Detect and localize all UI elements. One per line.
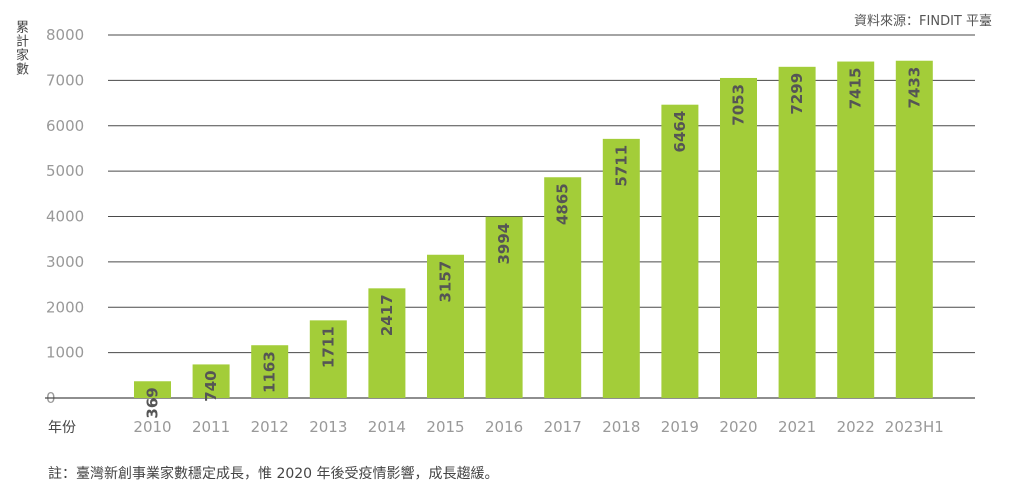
bar: [895, 60, 933, 398]
bar-value-label: 4865: [554, 183, 572, 225]
bar-value-label: 7053: [730, 84, 748, 126]
bar-value-label: 5711: [612, 145, 630, 187]
x-tick-label: 2016: [485, 418, 523, 436]
y-tick-label: 1000: [46, 344, 84, 362]
y-tick-label: 4000: [46, 208, 84, 226]
y-tick-label: 5000: [46, 162, 84, 180]
bar: [251, 345, 289, 398]
bar: [368, 288, 406, 398]
x-tick-label: 2010: [133, 418, 171, 436]
y-tick-label: 2000: [46, 298, 84, 316]
bar-value-label: 7433: [905, 67, 923, 109]
bar-value-label: 740: [202, 370, 220, 401]
bar: [720, 77, 757, 398]
x-tick-label: 2011: [192, 418, 230, 436]
x-tick-label: 2018: [602, 418, 640, 436]
bar: [427, 254, 464, 398]
bar: [544, 177, 582, 398]
bar: [485, 216, 523, 398]
bar-value-label: 1163: [261, 351, 279, 393]
bar-value-label: 2417: [378, 294, 396, 336]
bar: [837, 61, 875, 399]
x-tick-label: 2012: [251, 418, 289, 436]
x-axis-label: 年份: [48, 420, 76, 436]
bar-value-label: 7415: [847, 68, 865, 110]
bar-value-label: 3994: [495, 223, 513, 265]
x-tick-label: 2022: [837, 418, 875, 436]
y-tick-label: 6000: [46, 117, 84, 135]
x-tick-label: 2023H1: [885, 418, 944, 436]
x-tick-label: 2017: [544, 418, 582, 436]
bar: [134, 381, 171, 398]
bar-value-label: 7299: [788, 73, 806, 115]
bar-value-label: 369: [144, 387, 162, 418]
bar: [309, 320, 347, 398]
x-tick-label: 2021: [778, 418, 816, 436]
x-tick-label: 2013: [309, 418, 347, 436]
bar: [778, 66, 816, 399]
footnote: 註：臺灣新創事業家數穩定成長，惟 2020 年後受疫情影響，成長趨緩。: [48, 466, 499, 482]
y-tick-label: 3000: [46, 253, 84, 271]
x-tick-label: 2014: [368, 418, 406, 436]
y-tick-label: 7000: [46, 71, 84, 89]
x-tick-label: 2020: [719, 418, 757, 436]
y-tick-label: 8000: [46, 26, 84, 44]
bar: [192, 364, 230, 398]
bar-value-label: 3157: [437, 261, 455, 303]
source-note: 資料來源：FINDIT 平臺: [854, 14, 992, 29]
bar-value-label: 1711: [319, 326, 337, 368]
bar-value-label: 6464: [671, 111, 689, 153]
bar: [661, 104, 699, 399]
x-tick-label: 2019: [661, 418, 699, 436]
bar: [602, 138, 640, 398]
x-tick-label: 2015: [426, 418, 464, 436]
y-axis-label: 累計家數: [13, 20, 28, 76]
